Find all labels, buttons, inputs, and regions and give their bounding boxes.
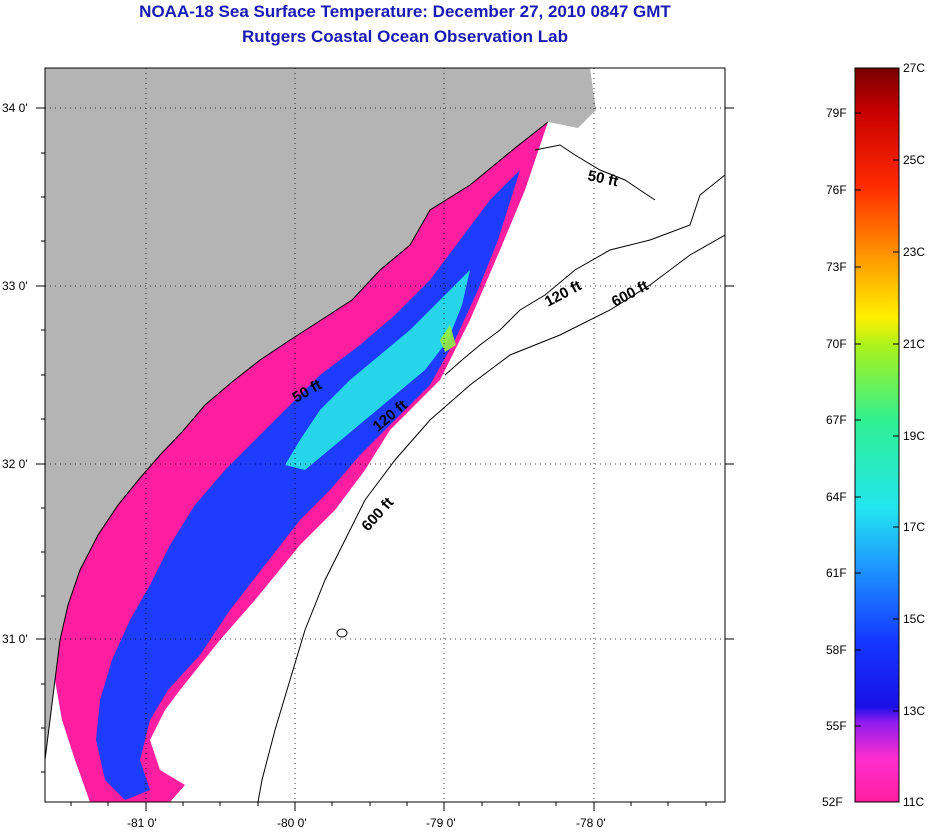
cb-f-76: 76F [826,183,847,197]
contour-120ft [444,174,725,376]
contour-label-600ft-south: 600 ft [358,494,397,534]
cb-f-61: 61F [826,566,847,580]
cb-c-25: 25C [903,153,926,167]
cb-c-15: 15C [903,612,926,626]
map-frame [44,67,726,803]
lat-label-31: 31 0' [2,632,28,646]
axis-ticks [36,107,734,811]
sst-band-warm [285,270,470,470]
land-mass [45,68,596,760]
contour-600ft [257,234,725,802]
lon-label-79: -79 0' [426,816,456,830]
lon-label-78: -78 0' [576,816,606,830]
map-title: NOAA-18 Sea Surface Temperature: Decembe… [139,2,671,21]
cb-c-19: 19C [903,429,926,443]
cb-c-17: 17C [903,520,926,534]
contour-label-120ft-north: 120 ft [542,277,585,310]
cb-c-13: 13C [903,704,926,718]
map-gridlines [45,68,725,802]
cb-f-67: 67F [826,413,847,427]
cb-c-21: 21C [903,337,926,351]
cb-f-58: 58F [826,643,847,657]
cb-c-27: 27C [903,61,926,75]
lat-label-34: 34 0' [2,101,28,115]
cb-f-52: 52F [822,795,843,809]
lon-label-80: -80 0' [277,816,307,830]
shoal-marker [336,628,348,638]
cb-f-79: 79F [826,106,847,120]
colorbar-ticks [855,67,899,727]
coastline [45,121,549,761]
cb-f-64: 64F [826,490,847,504]
colorbar-gradient [854,67,900,803]
cb-f-55: 55F [826,719,847,733]
lon-label-81: -81 0' [127,816,157,830]
lat-label-32: 32 0' [2,457,28,471]
contour-label-600ft-north: 600 ft [609,277,652,310]
cb-f-70: 70F [826,337,847,351]
contour-label-50ft-north: 50 ft [586,167,620,190]
cb-f-73: 73F [826,260,847,274]
map-subtitle: Rutgers Coastal Ocean Observation Lab [242,27,568,46]
cb-c-23: 23C [903,245,926,259]
sst-warm-spot [440,325,456,352]
cb-c-11: 11C [903,795,925,809]
contour-50ft-north [534,144,656,201]
lat-label-33: 33 0' [2,279,28,293]
